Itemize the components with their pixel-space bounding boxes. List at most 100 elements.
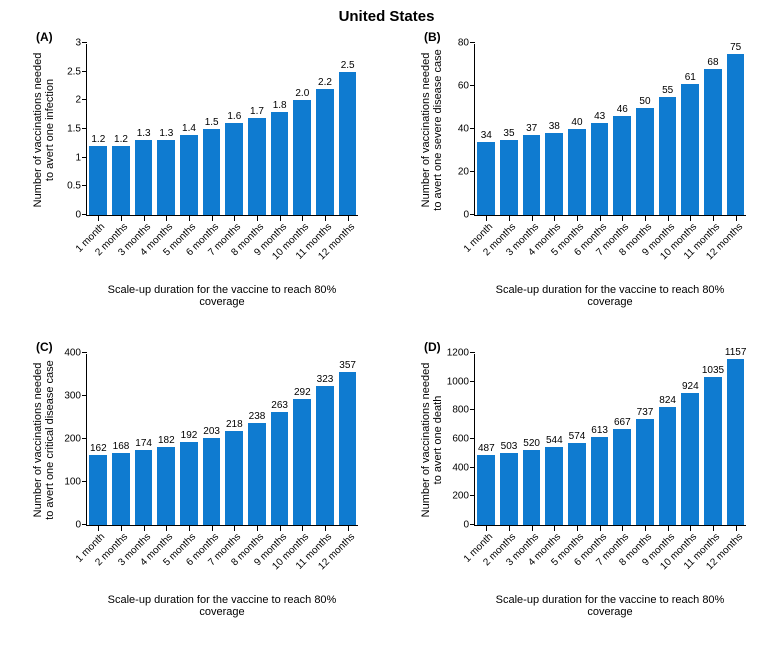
y-tick-label: 200 xyxy=(64,434,87,445)
bar-value-label: 182 xyxy=(158,435,175,447)
y-tick-mark xyxy=(470,409,475,410)
y-tick-label: 1 xyxy=(75,152,87,163)
bar: 192 xyxy=(180,442,198,525)
bar: 218 xyxy=(225,431,243,525)
bar: 55 xyxy=(659,97,677,215)
y-tick-mark xyxy=(470,495,475,496)
bar-value-label: 357 xyxy=(339,360,356,372)
bar: 40 xyxy=(568,129,586,215)
y-axis-label-line1: Number of vaccinations needed xyxy=(32,44,44,216)
bar-value-label: 46 xyxy=(617,104,628,116)
bar: 1.3 xyxy=(157,140,175,215)
bar: 68 xyxy=(704,69,722,215)
bar: 544 xyxy=(545,447,563,525)
bar-value-label: 2.2 xyxy=(318,77,332,89)
y-tick-label: 1000 xyxy=(447,376,475,387)
y-tick-label: 600 xyxy=(452,434,475,445)
bar: 292 xyxy=(293,399,311,525)
y-axis-label: Number of vaccinations neededto avert on… xyxy=(420,354,444,526)
y-tick-label: 60 xyxy=(458,81,475,92)
bar-value-label: 162 xyxy=(90,443,107,455)
y-axis-label: Number of vaccinations neededto avert on… xyxy=(32,354,56,526)
panel-b: (B)Number of vaccinations neededto avert… xyxy=(400,30,750,310)
y-axis-label-line2: to avert one critical disease case xyxy=(44,354,56,526)
panel-c: (C)Number of vaccinations neededto avert… xyxy=(12,340,362,620)
bar: 38 xyxy=(545,133,563,215)
y-tick-mark xyxy=(82,157,87,158)
plot-area: 020406080341 month352 months373 months38… xyxy=(474,44,746,216)
figure-root: United States (A)Number of vaccinations … xyxy=(0,0,773,653)
bar-value-label: 68 xyxy=(707,57,718,69)
y-tick-mark xyxy=(470,85,475,86)
bar-value-label: 263 xyxy=(271,400,288,412)
y-axis-label-line2: to avert one death xyxy=(432,354,444,526)
bar-value-label: 737 xyxy=(637,407,654,419)
y-tick-mark xyxy=(82,185,87,186)
bar: 1.8 xyxy=(271,112,289,215)
bar: 43 xyxy=(591,123,609,215)
y-tick-label: 2 xyxy=(75,95,87,106)
y-tick-mark xyxy=(82,42,87,43)
y-tick-mark xyxy=(470,171,475,172)
y-tick-label: 3 xyxy=(75,38,87,49)
y-tick-label: 0 xyxy=(75,520,87,531)
y-tick-mark xyxy=(470,128,475,129)
bar-value-label: 613 xyxy=(591,425,608,437)
bar-value-label: 1.5 xyxy=(205,117,219,129)
bar-value-label: 1.2 xyxy=(91,134,105,146)
bar: 574 xyxy=(568,443,586,525)
bar: 75 xyxy=(727,54,745,215)
bar: 1035 xyxy=(704,377,722,525)
bar-value-label: 1.6 xyxy=(227,111,241,123)
bar: 203 xyxy=(203,438,221,525)
panel-label: (C) xyxy=(36,340,53,354)
bar-value-label: 174 xyxy=(135,438,152,450)
bar: 667 xyxy=(613,429,631,525)
bar-value-label: 487 xyxy=(478,443,495,455)
y-tick-label: 100 xyxy=(64,477,87,488)
bar-value-label: 824 xyxy=(659,395,676,407)
bar: 1.5 xyxy=(203,129,221,215)
bar: 357 xyxy=(339,372,357,526)
bar: 1.2 xyxy=(112,146,130,215)
bar-value-label: 75 xyxy=(730,42,741,54)
bar-value-label: 1035 xyxy=(702,365,724,377)
y-tick-label: 2.5 xyxy=(67,66,87,77)
bar: 46 xyxy=(613,116,631,215)
bar: 503 xyxy=(500,453,518,525)
bar-value-label: 34 xyxy=(481,130,492,142)
bar-value-label: 1.2 xyxy=(114,134,128,146)
y-tick-label: 200 xyxy=(452,491,475,502)
y-tick-label: 20 xyxy=(458,167,475,178)
y-tick-mark xyxy=(82,99,87,100)
bar: 1.2 xyxy=(89,146,107,215)
bar: 2.2 xyxy=(316,89,334,215)
panel-label: (B) xyxy=(424,30,441,44)
y-tick-label: 40 xyxy=(458,124,475,135)
y-tick-label: 400 xyxy=(64,348,87,359)
y-tick-mark xyxy=(470,352,475,353)
plot-area: 01002003004001621 month1682 months1743 m… xyxy=(86,354,358,526)
y-tick-mark xyxy=(82,352,87,353)
bar-value-label: 35 xyxy=(503,128,514,140)
y-tick-label: 1.5 xyxy=(67,124,87,135)
y-tick-label: 300 xyxy=(64,391,87,402)
bar-value-label: 37 xyxy=(526,123,537,135)
x-axis-label: Scale-up duration for the vaccine to rea… xyxy=(474,594,746,618)
y-tick-label: 0.5 xyxy=(67,181,87,192)
bar-value-label: 50 xyxy=(639,96,650,108)
bar: 263 xyxy=(271,412,289,525)
bar-value-label: 1157 xyxy=(725,347,747,359)
y-tick-label: 800 xyxy=(452,405,475,416)
y-tick-label: 1200 xyxy=(447,348,475,359)
y-tick-label: 400 xyxy=(452,462,475,473)
bar-value-label: 323 xyxy=(317,374,334,386)
y-tick-label: 0 xyxy=(75,210,87,221)
x-axis-label: Scale-up duration for the vaccine to rea… xyxy=(86,594,358,618)
x-axis-label: Scale-up duration for the vaccine to rea… xyxy=(86,284,358,308)
bar: 34 xyxy=(477,142,495,215)
bar: 174 xyxy=(135,450,153,525)
y-axis-label: Number of vaccinations neededto avert on… xyxy=(420,44,444,216)
bar: 168 xyxy=(112,453,130,525)
bar-value-label: 38 xyxy=(549,121,560,133)
